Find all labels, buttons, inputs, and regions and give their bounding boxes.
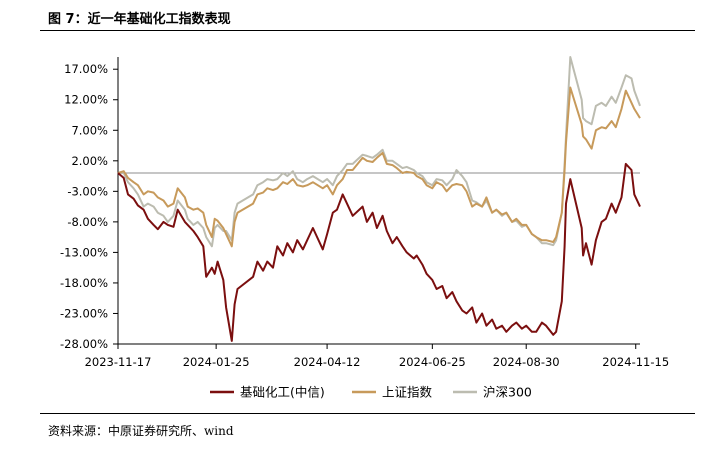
x-tick-label: 2024-01-25	[183, 355, 250, 369]
y-tick-label: -28.00%	[60, 337, 108, 351]
x-tick-label: 2024-08-30	[493, 355, 560, 369]
y-tick-label: 17.00%	[64, 62, 108, 76]
figure-title: 图 7：近一年基础化工指数表现	[48, 12, 231, 27]
y-tick-label: -18.00%	[60, 276, 108, 290]
x-tick-label: 2024-11-15	[602, 355, 669, 369]
y-tick-label: -3.00%	[67, 184, 108, 198]
series-line-1	[117, 86, 641, 248]
chart-svg: 17.00% 12.00% 7.00% 2.00% -3.00% -8.00% -13.00…	[60, 56, 669, 400]
y-tick-label: -23.00%	[60, 306, 108, 320]
x-tick-label: 2024-04-12	[294, 355, 361, 369]
y-tick-label: 7.00%	[71, 123, 108, 137]
series-layer	[117, 56, 641, 342]
y-tick-label: -13.00%	[60, 245, 108, 259]
x-tick-label: 2023-11-17	[85, 355, 152, 369]
legend-layer: 基础化工(中信) 上证指数 沪深300	[210, 385, 532, 400]
series-line-0	[117, 162, 641, 342]
axis-layer: 17.00% 12.00% 7.00% 2.00% -3.00% -8.00% -13.00…	[60, 57, 669, 369]
top-rule	[40, 30, 695, 31]
series-line-2	[118, 56, 641, 248]
x-tick-label: 2024-06-25	[399, 355, 466, 369]
y-tick-label: 12.00%	[64, 93, 108, 107]
bottom-rule	[40, 413, 695, 414]
y-tick-label: -8.00%	[67, 215, 108, 229]
legend-label: 沪深300	[483, 385, 532, 400]
y-tick-label: 2.00%	[71, 154, 108, 168]
legend-label: 基础化工(中信)	[240, 385, 325, 400]
legend-label: 上证指数	[382, 385, 433, 400]
source-note: 资料来源：中原证券研究所、wind	[48, 424, 234, 438]
